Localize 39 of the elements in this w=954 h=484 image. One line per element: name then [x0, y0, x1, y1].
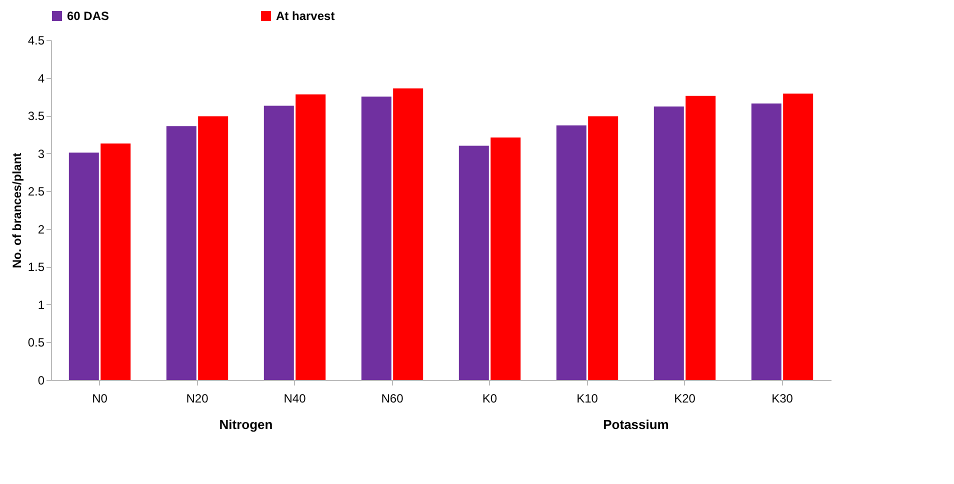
bar [783, 94, 814, 380]
y-tick-label: 0 [38, 374, 45, 388]
x-tick-label: N40 [284, 392, 306, 406]
bar [393, 88, 424, 380]
x-tick-label: K10 [576, 392, 598, 406]
x-tick-label: N20 [186, 392, 209, 406]
bar [556, 125, 586, 380]
x-tick-label: K20 [674, 392, 696, 406]
y-tick-label: 4 [38, 71, 45, 86]
bar [654, 106, 684, 380]
bar [751, 103, 782, 380]
text: Potassium [603, 417, 669, 432]
bar [198, 116, 228, 380]
y-tick-label: 2.5 [28, 184, 45, 199]
y-axis-title: No. of brances/plant [10, 152, 24, 268]
bar [490, 137, 521, 380]
y-tick-label: 1 [38, 298, 45, 312]
x-tick-label: K30 [772, 392, 794, 406]
bar [166, 126, 196, 380]
y-tick-label: 3.5 [28, 109, 45, 124]
legend-label: At harvest [276, 9, 335, 23]
y-tick-label: 0.5 [28, 336, 45, 350]
bar [100, 144, 131, 380]
y-tick-label: 2 [38, 222, 45, 236]
y-tick-label: 1.5 [28, 260, 45, 274]
x-tick-label: K0 [482, 392, 498, 406]
x-tick-label: N0 [92, 392, 108, 406]
legend-label: 60 DAS [67, 9, 110, 23]
x-tick-label: N60 [381, 392, 404, 406]
bar [686, 96, 716, 380]
bar [264, 106, 294, 380]
bar [588, 116, 618, 380]
bar [296, 94, 326, 380]
y-tick-label: 4.5 [28, 34, 45, 48]
y-tick-label: 3 [38, 146, 45, 161]
bar [361, 96, 392, 380]
bar [458, 146, 489, 380]
text: Nitrogen [219, 417, 273, 432]
bar [68, 152, 99, 380]
